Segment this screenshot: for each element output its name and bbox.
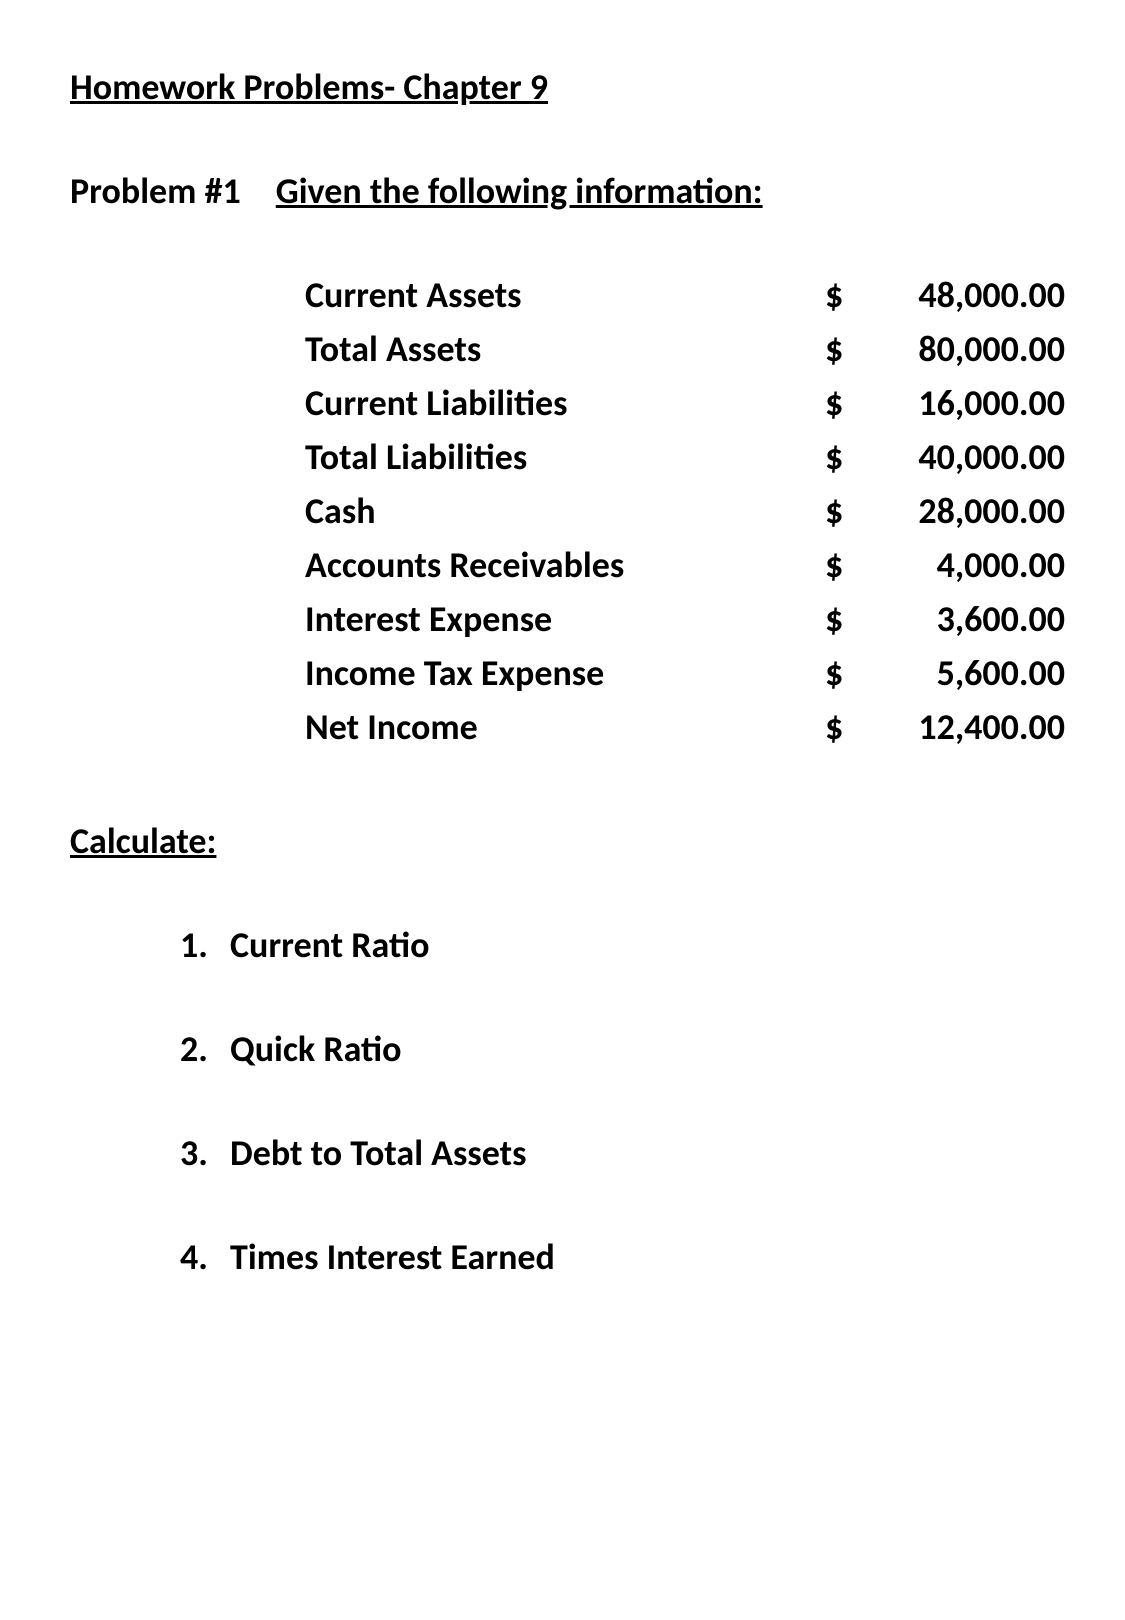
data-label: Net Income [305,700,825,754]
data-row: Total Liabilities $ 40,000.00 [305,430,1065,484]
currency-symbol: $ [825,430,853,484]
data-value: $ 3,600.00 [825,592,1065,646]
currency-symbol: $ [825,538,853,592]
data-value: $ 4,000.00 [825,538,1065,592]
data-label: Accounts Receivables [305,538,825,592]
amount: 3,600.00 [853,592,1065,646]
data-label: Total Liabilities [305,430,825,484]
calculation-list: 1. Current Ratio 2. Quick Ratio 3. Debt … [180,918,1055,1284]
amount: 80,000.00 [853,322,1065,376]
data-label: Income Tax Expense [305,646,825,700]
data-label: Current Liabilities [305,376,825,430]
data-value: $ 80,000.00 [825,322,1065,376]
calc-item: 4. Times Interest Earned [180,1230,1055,1284]
calc-item: 1. Current Ratio [180,918,1055,972]
calc-number: 3. [180,1126,230,1180]
data-row: Interest Expense $ 3,600.00 [305,592,1065,646]
problem-heading: Given the following information: [276,164,763,218]
calc-number: 2. [180,1022,230,1076]
data-row: Total Assets $ 80,000.00 [305,322,1065,376]
currency-symbol: $ [825,646,853,700]
currency-symbol: $ [825,700,853,754]
currency-symbol: $ [825,592,853,646]
page-title: Homework Problems- Chapter 9 [70,60,1055,114]
financial-data-table: Current Assets $ 48,000.00 Total Assets … [305,268,1055,754]
calc-item: 3. Debt to Total Assets [180,1126,1055,1180]
calc-number: 1. [180,918,230,972]
data-label: Interest Expense [305,592,825,646]
currency-symbol: $ [825,376,853,430]
data-value: $ 16,000.00 [825,376,1065,430]
data-label: Cash [305,484,825,538]
calc-number: 4. [180,1230,230,1284]
problem-header: Problem #1 Given the following informati… [70,164,1055,218]
amount: 16,000.00 [853,376,1065,430]
currency-symbol: $ [825,484,853,538]
data-row: Current Assets $ 48,000.00 [305,268,1065,322]
amount: 4,000.00 [853,538,1065,592]
data-value: $ 48,000.00 [825,268,1065,322]
data-row: Income Tax Expense $ 5,600.00 [305,646,1065,700]
data-row: Cash $ 28,000.00 [305,484,1065,538]
calc-text: Quick Ratio [230,1022,1055,1076]
problem-label: Problem #1 [70,164,241,218]
data-label: Total Assets [305,322,825,376]
calc-text: Current Ratio [230,918,1055,972]
data-row: Accounts Receivables $ 4,000.00 [305,538,1065,592]
amount: 5,600.00 [853,646,1065,700]
data-value: $ 40,000.00 [825,430,1065,484]
data-row: Net Income $ 12,400.00 [305,700,1065,754]
data-row: Current Liabilities $ 16,000.00 [305,376,1065,430]
amount: 40,000.00 [853,430,1065,484]
amount: 48,000.00 [853,268,1065,322]
data-value: $ 5,600.00 [825,646,1065,700]
amount: 28,000.00 [853,484,1065,538]
calc-item: 2. Quick Ratio [180,1022,1055,1076]
calc-text: Debt to Total Assets [230,1126,1055,1180]
amount: 12,400.00 [853,700,1065,754]
calculate-heading: Calculate: [70,814,1055,868]
data-value: $ 12,400.00 [825,700,1065,754]
data-label: Current Assets [305,268,825,322]
calc-text: Times Interest Earned [230,1230,1055,1284]
currency-symbol: $ [825,268,853,322]
currency-symbol: $ [825,322,853,376]
data-value: $ 28,000.00 [825,484,1065,538]
